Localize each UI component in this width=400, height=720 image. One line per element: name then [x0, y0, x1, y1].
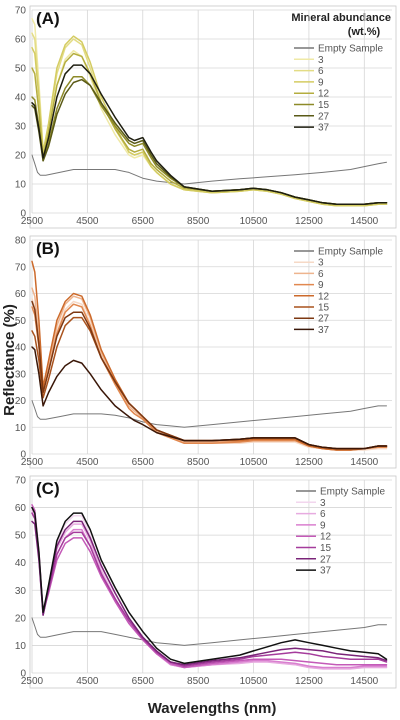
panel-label: (A) — [36, 9, 60, 28]
x-tick-label: 10500 — [240, 676, 268, 687]
series-line-37 — [31, 346, 388, 450]
y-tick-label: 20 — [15, 151, 27, 162]
legend-entry: 15 — [320, 543, 332, 554]
x-tick-label: 6500 — [132, 457, 155, 468]
series-line-6 — [31, 32, 388, 207]
x-tick-label: 12500 — [295, 216, 323, 227]
x-tick-label: 8500 — [187, 676, 210, 687]
panel-label: (C) — [36, 479, 60, 498]
series-line-9 — [31, 303, 388, 451]
panel-frame — [29, 475, 397, 689]
legend-entry: Empty Sample — [318, 44, 383, 55]
x-tick-label: 8500 — [187, 216, 210, 227]
y-tick-label: 0 — [20, 669, 26, 680]
legend-entry: Empty Sample — [320, 487, 385, 498]
y-tick-label: 0 — [20, 209, 26, 220]
series-line-37 — [31, 64, 388, 206]
y-axis-title: Reflectance (%) — [1, 304, 18, 416]
series-line-9 — [31, 35, 388, 207]
x-tick-label: 6500 — [132, 676, 155, 687]
x-tick-label: 10500 — [240, 216, 268, 227]
series-line-15 — [31, 75, 388, 206]
y-tick-label: 60 — [15, 289, 27, 300]
y-tick-label: 60 — [15, 35, 27, 46]
legend-entry: 27 — [320, 554, 332, 565]
x-tick-label: 10500 — [240, 457, 268, 468]
x-tick-label: 12500 — [295, 457, 323, 468]
legend-entry: 37 — [320, 566, 332, 577]
y-tick-label: 20 — [15, 396, 27, 407]
series-line-27 — [31, 520, 388, 666]
y-tick-label: 60 — [15, 503, 27, 514]
x-tick-label: 8500 — [187, 457, 210, 468]
x-tick-label: 2500 — [21, 457, 44, 468]
y-tick-label: 40 — [15, 558, 27, 569]
series-line-37 — [31, 506, 388, 665]
panel-frame — [29, 5, 397, 229]
legend-entry: 3 — [318, 55, 324, 66]
legend-entry: 6 — [318, 269, 324, 280]
y-tick-label: 10 — [15, 180, 27, 191]
series-line-15 — [31, 316, 388, 450]
y-tick-label: 70 — [15, 262, 27, 273]
x-tick-label: 4500 — [76, 216, 99, 227]
x-tick-label: 6500 — [132, 216, 155, 227]
y-tick-label: 70 — [15, 6, 27, 17]
y-tick-label: 0 — [20, 450, 26, 461]
legend-entry: 6 — [320, 509, 326, 520]
series-line-27 — [31, 78, 388, 206]
legend-entry: 9 — [318, 77, 324, 88]
y-tick-label: 40 — [15, 343, 27, 354]
series-line-empty-sample — [31, 617, 387, 646]
x-tick-label: 2500 — [21, 216, 44, 227]
x-tick-label: 2500 — [21, 676, 44, 687]
y-tick-label: 30 — [15, 122, 27, 133]
y-tick-label: 10 — [15, 641, 27, 652]
y-tick-label: 30 — [15, 586, 27, 597]
legend-title-line1: Mineral abundance — [291, 12, 391, 24]
x-tick-label: 12500 — [295, 676, 323, 687]
legend-entry: 3 — [318, 258, 324, 269]
x-tick-label: 14500 — [350, 216, 378, 227]
legend-entry: 3 — [320, 498, 326, 509]
y-tick-label: 10 — [15, 423, 27, 434]
legend-entry: 27 — [318, 314, 330, 325]
legend-entry: 27 — [318, 111, 330, 122]
legend-entry: 12 — [318, 89, 330, 100]
legend-entry: 15 — [318, 303, 330, 314]
series-line-12 — [31, 504, 388, 669]
legend-entry: 37 — [318, 325, 330, 336]
chart-panel-c: 0 10 20 30 40 50 60 70 2500 4500 6500 8500 10500 1250… — [15, 475, 397, 689]
legend-entry: 9 — [318, 280, 324, 291]
x-tick-label: 14500 — [350, 676, 378, 687]
series-line-empty-sample — [31, 154, 387, 185]
legend-entry: 6 — [318, 66, 324, 77]
legend-entry: Empty Sample — [318, 247, 383, 258]
y-tick-label: 50 — [15, 64, 27, 75]
legend-entry: 9 — [320, 520, 326, 531]
x-tick-label: 4500 — [76, 676, 99, 687]
y-tick-label: 50 — [15, 316, 27, 327]
y-tick-label: 70 — [15, 476, 27, 487]
y-tick-label: 20 — [15, 613, 27, 624]
panel-label: (B) — [36, 239, 60, 258]
chart-panel-b: 0 10 20 30 40 50 60 70 80 2500 4500 6500 8500 10500 12… — [15, 235, 397, 469]
series-line-empty-sample — [31, 400, 387, 428]
legend-entry: 12 — [320, 532, 332, 543]
legend-entry: 15 — [318, 100, 330, 111]
panel-frame — [29, 235, 397, 469]
chart-panel-a: 0 10 20 30 40 50 60 70 2500 4500 6500 8500 10500 1250… — [15, 5, 397, 229]
y-tick-label: 50 — [15, 531, 27, 542]
y-tick-label: 80 — [15, 236, 27, 247]
x-tick-label: 4500 — [76, 457, 99, 468]
legend-entry: 37 — [318, 123, 330, 134]
legend-entry: 12 — [318, 291, 330, 302]
y-tick-label: 30 — [15, 369, 27, 380]
series-line-12 — [31, 260, 388, 451]
x-tick-label: 14500 — [350, 457, 378, 468]
y-tick-label: 40 — [15, 93, 27, 104]
x-axis-title: Wavelengths (nm) — [148, 700, 277, 717]
